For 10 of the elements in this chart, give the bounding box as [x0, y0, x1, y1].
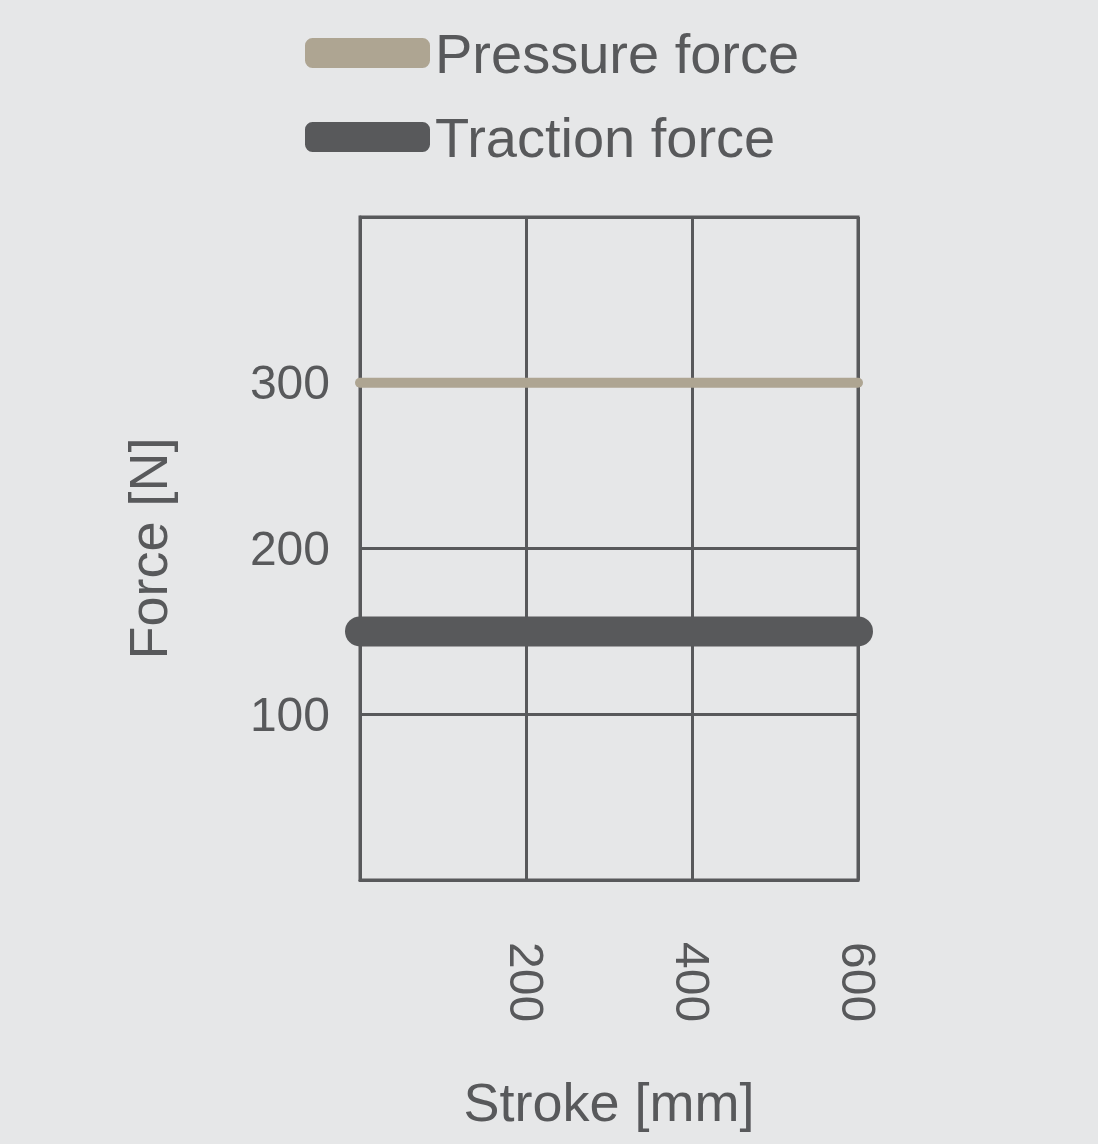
y-tick-label: 100: [249, 687, 330, 741]
y-tick-label: 300: [249, 356, 330, 410]
x-tick-label: 600: [831, 942, 885, 1023]
x-tick-label: 200: [499, 942, 553, 1023]
y-tick-label: 200: [249, 522, 330, 575]
y-axis-title: Force [N]: [118, 437, 178, 660]
x-tick-label: 400: [665, 942, 719, 1023]
legend-label: Pressure force: [435, 21, 800, 85]
legend-label: Traction force: [435, 105, 776, 169]
x-axis-title: Stroke [mm]: [463, 1072, 755, 1132]
